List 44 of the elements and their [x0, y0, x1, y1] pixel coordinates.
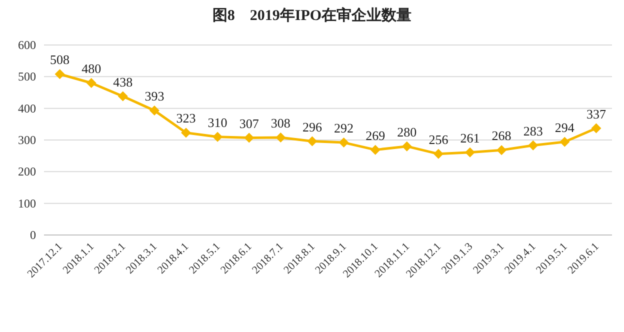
data-label: 268	[492, 128, 512, 144]
point	[496, 145, 507, 156]
data-label: 323	[176, 110, 196, 126]
data-label: 292	[334, 120, 354, 136]
y-tick-label: 400	[18, 101, 36, 116]
data-label: 337	[586, 106, 606, 122]
point	[118, 91, 128, 102]
data-label: 283	[523, 123, 543, 138]
point	[276, 132, 286, 142]
data-label: 256	[428, 132, 449, 147]
data-label: 296	[302, 119, 322, 134]
data-label: 310	[208, 114, 228, 130]
point	[433, 148, 444, 159]
point	[212, 132, 223, 142]
point	[528, 140, 538, 150]
point	[86, 78, 96, 88]
point	[465, 147, 475, 158]
data-label: 280	[397, 124, 417, 140]
y-tick-label: 200	[18, 164, 36, 179]
point	[402, 141, 412, 152]
point	[338, 138, 349, 148]
data-label: 393	[144, 88, 164, 104]
y-tick-label: 300	[18, 133, 36, 147]
data-label: 508	[50, 52, 70, 68]
point	[370, 144, 380, 155]
data-label: 438	[113, 74, 133, 90]
data-label: 261	[460, 130, 480, 146]
point	[181, 128, 191, 138]
data-label: 308	[270, 115, 290, 130]
point	[591, 123, 602, 134]
point	[244, 132, 254, 143]
data-label: 294	[554, 120, 575, 135]
point	[307, 136, 318, 146]
y-tick-label: 0	[30, 228, 36, 242]
y-tick-label: 600	[18, 38, 36, 52]
point	[560, 136, 570, 147]
data-label: 480	[82, 61, 102, 76]
data-label: 269	[366, 128, 386, 143]
point	[149, 106, 160, 116]
data-label: 307	[239, 116, 260, 131]
y-tick-label: 500	[18, 70, 36, 84]
y-tick-label: 100	[18, 196, 36, 210]
chart-title: 图8 2019年IPO在审企业数量	[212, 6, 412, 24]
point	[54, 69, 65, 80]
